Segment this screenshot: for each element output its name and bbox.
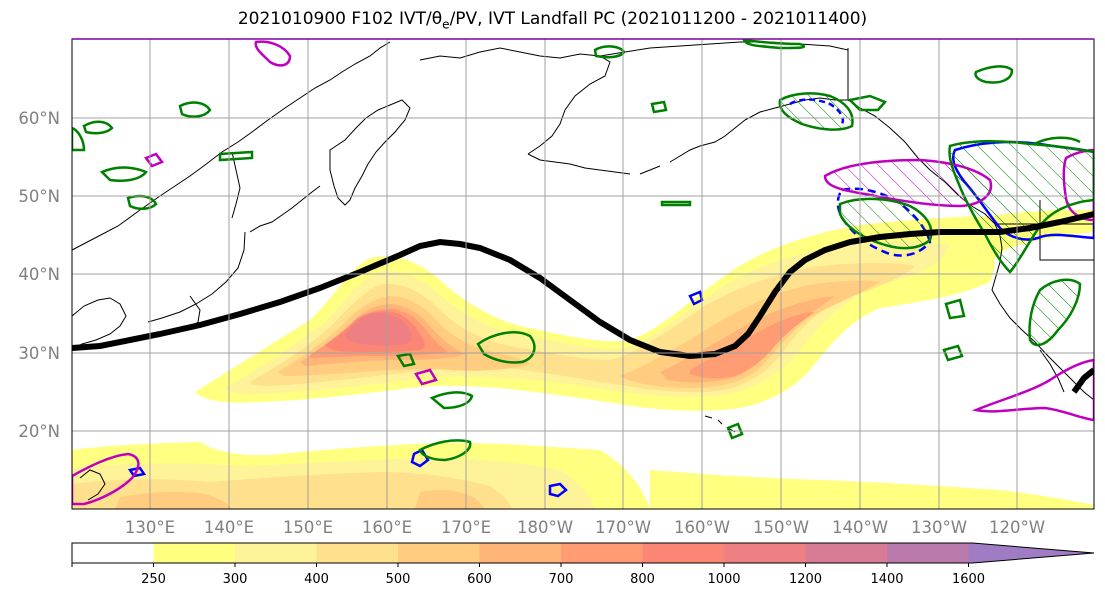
gridlines [72, 39, 1094, 509]
lon-label-150w: 150°W [753, 518, 809, 537]
coast-kamchatka [329, 99, 411, 206]
pv-north4 [650, 100, 668, 114]
lon-label-140e: 140°E [204, 518, 254, 537]
ivt-landfall-pc-line [72, 211, 1094, 360]
colorbar-swatch [561, 543, 643, 563]
theta-pos-south [72, 452, 140, 506]
lat-label-30: 30°N [18, 344, 60, 363]
colorbar: 250 300 400 500 600 700 800 1000 1200 1400 1600 [71, 542, 1095, 587]
latitude-labels: 60°N 50°N 40°N 30°N 20°N [18, 109, 60, 441]
lat-label-60: 60°N [18, 109, 60, 128]
coast-philippines [79, 469, 106, 501]
lon-label-130e: 130°E [125, 518, 175, 537]
lon-label-120w: 120°W [989, 518, 1045, 537]
colorbar-label: 1200 [789, 572, 822, 587]
colorbar-swatches [72, 543, 1094, 563]
pv-mid5 [726, 422, 744, 440]
lat-label-20: 20°N [18, 422, 60, 441]
title-main: 2021010900 F102 IVT/ [237, 9, 432, 29]
lon-label-160e: 160°E [362, 518, 412, 537]
pv-north1 [742, 39, 806, 50]
theta-pos-baja [971, 358, 1094, 422]
colorbar-swatch [805, 543, 888, 563]
title-rest: /PV, IVT Landfall PC (2021011200 - 20210… [449, 9, 868, 29]
colorbar-label: 300 [223, 572, 248, 587]
lat-label-40: 40°N [18, 265, 60, 284]
lon-label-180w: 180°W [517, 518, 573, 537]
colorbar-labels: 250 300 400 500 600 700 800 1000 1200 1400 1600 [141, 572, 985, 587]
coast-asia [72, 41, 391, 251]
coast-baja [1039, 349, 1065, 393]
coast-north-america-west [991, 247, 1094, 401]
theta-subscript: e [442, 17, 450, 32]
ivt-shading [72, 210, 1094, 509]
colorbar-outline [71, 542, 1095, 564]
lon-label-170e: 170°E [441, 518, 491, 537]
theta-symbol: θ [431, 9, 443, 29]
lon-label-150e: 150°E [283, 518, 333, 537]
colorbar-swatch [398, 543, 480, 563]
colorbar-swatch [887, 543, 969, 563]
pv-mid7 [944, 298, 966, 320]
longitude-labels: 130°E 140°E 150°E 160°E 170°E 180°W 170°… [125, 518, 1045, 537]
pv-north2 [974, 65, 1014, 84]
pv-coast2 [1033, 136, 1081, 146]
ivt-500-south [115, 490, 484, 509]
colorbar-label: 1000 [707, 572, 740, 587]
pv-mid2 [429, 391, 474, 410]
ivt-landfall-pc-line-se [1071, 367, 1094, 394]
colorbar-label: 400 [304, 572, 329, 587]
pv-west6 [72, 126, 86, 152]
coast-aleutians [527, 119, 746, 175]
colorbar-swatch [316, 543, 399, 563]
pv-west2 [178, 101, 212, 118]
theta-pos-north [254, 40, 292, 67]
colorbar-label: 500 [386, 572, 411, 587]
lon-label-160w: 160°W [674, 518, 730, 537]
coast-kuril-sakhalin [231, 151, 321, 233]
lon-label-130w: 130°W [911, 518, 967, 537]
colorbar-label: 700 [549, 572, 574, 587]
colorbar-label: 800 [630, 572, 655, 587]
ivt-1000-main [345, 312, 412, 346]
colorbar-extend-arrow [968, 543, 1094, 563]
ivt-600-main [300, 296, 835, 383]
lon-label-140w: 140°W [832, 518, 888, 537]
colorbar-ticks [71, 563, 969, 567]
colorbar-label: 1600 [952, 572, 985, 587]
pv-nwcoast [1028, 278, 1082, 347]
pv-mid3 [395, 352, 416, 368]
theta-positive-contours [72, 40, 1094, 506]
colorbar-label: 250 [141, 572, 166, 587]
colorbar-swatch [153, 543, 236, 563]
colorbar-swatch [479, 543, 562, 563]
pv-west5 [218, 150, 254, 162]
pv-west4 [82, 120, 114, 135]
theta-pos-small2 [414, 368, 438, 386]
pv-north3 [847, 94, 888, 112]
colorbar-swatch [724, 543, 806, 563]
colorbar-label: 1400 [870, 572, 903, 587]
theta-neg-small2 [548, 482, 568, 498]
lat-label-50: 50°N [18, 187, 60, 206]
pv-south1 [418, 439, 472, 462]
pv-west1 [99, 166, 148, 182]
colorbar-swatch [235, 543, 317, 563]
pv-mid6 [942, 344, 964, 362]
colorbar-label: 600 [467, 572, 492, 587]
figure-title: 2021010900 F102 IVT/θe/PV, IVT Landfall … [0, 9, 1105, 31]
colorbar-swatch [72, 543, 154, 563]
coast-korea-china [72, 297, 127, 351]
pv-mid4 [660, 200, 692, 207]
pv-coast [948, 139, 1094, 274]
lon-label-170w: 170°W [595, 518, 651, 537]
pv-kamchatka [593, 45, 626, 59]
colorbar-swatch [642, 543, 725, 563]
